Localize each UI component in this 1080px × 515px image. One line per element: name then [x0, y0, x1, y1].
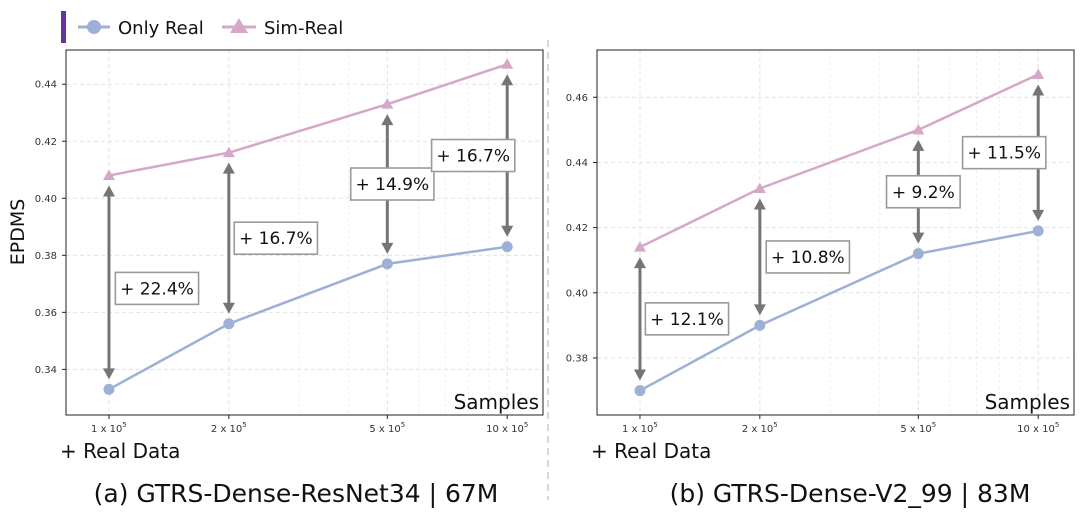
panel-a-sim-real-point-0 — [102, 169, 115, 180]
panel-b-only-real-point-2 — [912, 248, 924, 260]
panel-b-xtick-label-0: 1 x 105 — [622, 421, 658, 435]
panel-b-only-real-points — [634, 225, 1044, 397]
panel-a-only-real-point-0 — [103, 383, 115, 395]
panel-a-gap-arrow-1 — [222, 162, 235, 314]
svg-text:+ 14.9%: + 14.9% — [355, 175, 429, 195]
panel-a-annotations: + 22.4% + 16.7% + 14.9% + 16.7% — [114, 138, 516, 306]
svg-text:+ 9.2%: + 9.2% — [892, 183, 955, 203]
panel-a-sim-real-points — [102, 58, 514, 180]
panel-b-sim-real-point-1 — [753, 182, 766, 194]
panel-b-arrows — [633, 84, 1045, 381]
svg-text:+ 16.7%: + 16.7% — [436, 147, 510, 167]
panel-b-xtick-label-1: 2 x 105 — [742, 421, 778, 435]
panel-b-gain-label-1: + 10.8% — [765, 240, 851, 274]
svg-text:+ 10.8%: + 10.8% — [771, 248, 845, 268]
panel-a-xtick-label-2: 5 x 105 — [369, 421, 405, 435]
panel-b-sim-real-line — [639, 73, 1039, 249]
panel-b-real-data-label: + Real Data — [591, 439, 711, 463]
panel-b-x-axis-title: Samples — [985, 390, 1070, 414]
svg-text:+ 11.5%: + 11.5% — [967, 144, 1041, 164]
panel-b-xtick-label-3: 10 x 105 — [1017, 421, 1059, 435]
panel-a-ytick-label-1: 0.36 — [35, 308, 57, 319]
legend-sim-real-marker — [230, 18, 248, 33]
panel-a-gain-label-1: + 16.7% — [233, 221, 319, 256]
svg-text:+ 12.1%: + 12.1% — [650, 310, 724, 330]
panel-b-ytick-label-3: 0.44 — [566, 158, 588, 169]
legend-sim-real-label: Sim-Real — [264, 18, 343, 39]
panel-a-ylabel: EPDMS — [7, 199, 29, 266]
panel-b-caption: (b) GTRS-Dense-V2_99 | 83M — [670, 479, 1031, 508]
panel-a-ytick-label-5: 0.44 — [35, 80, 57, 91]
panel-a-sim-real-point-3 — [501, 58, 514, 69]
panel-b-only-real-point-3 — [1032, 225, 1044, 237]
panel-b-sim-real-points — [633, 68, 1045, 252]
panel-b-frame — [596, 49, 1075, 416]
legend: Only Real Sim-Real — [61, 11, 343, 43]
panel-a-only-real-point-1 — [223, 318, 235, 330]
panel-b-xtick-label-2: 5 x 105 — [900, 421, 936, 435]
panel-b-ytick-label-1: 0.40 — [566, 288, 588, 299]
panel-b-only-real-line — [639, 229, 1039, 392]
svg-text:+ 16.7%: + 16.7% — [239, 229, 313, 249]
panel-a-gain-label-3: + 16.7% — [430, 138, 516, 173]
panel-b-ytick-label-0: 0.38 — [566, 353, 588, 364]
panel-a-caption: (a) GTRS-Dense-ResNet34 | 67M — [94, 479, 499, 508]
panel-a-gap-arrow-0 — [102, 185, 115, 380]
panel-a-ytick-label-4: 0.42 — [35, 137, 57, 148]
panel-a-real-data-label: + Real Data — [60, 439, 180, 463]
panel-b-annotations: + 12.1% + 10.8% + 9.2% + 11.5% — [644, 135, 1047, 336]
panel-a-sim-real-point-1 — [222, 146, 235, 158]
panel-b-ytick-label-2: 0.42 — [566, 223, 588, 234]
panel-b-gap-arrow-1 — [753, 198, 766, 316]
legend-accent-bar — [61, 11, 66, 43]
panel-b-gain-label-0: + 12.1% — [644, 302, 730, 336]
panel-a-only-real-point-2 — [381, 258, 393, 270]
panel-a-ytick-label-3: 0.40 — [35, 194, 57, 205]
panel-b-gain-label-3: + 11.5% — [961, 135, 1047, 170]
panel-b-yticks: 0.38 0.40 0.42 0.44 0.46 — [566, 93, 597, 364]
legend-only-real-label: Only Real — [118, 18, 204, 39]
panel-a-sim-real-point-2 — [381, 98, 394, 109]
panel-b-only-real-point-0 — [634, 385, 646, 397]
panel-a-only-real-line — [108, 245, 508, 391]
legend-only-real-marker — [87, 20, 101, 34]
panel-a-gain-label-0: + 22.4% — [114, 271, 200, 306]
panel-a-x-axis-title: Samples — [454, 390, 539, 414]
panel-b-sim-real-point-0 — [633, 241, 646, 252]
panel-b-xticks: 1 x 105 2 x 105 5 x 105 10 x 105 — [622, 415, 1059, 435]
panel-b-gap-arrow-0 — [633, 257, 646, 381]
panel-a-grid — [66, 50, 543, 415]
panel-b: 0.38 0.40 0.42 0.44 0.46 1 x 105 2 x 105 5 x 1… — [566, 49, 1075, 508]
panel-a-yticks: 0.34 0.36 0.38 0.40 0.42 0.44 — [35, 80, 66, 376]
panel-a-xtick-label-3: 10 x 105 — [486, 421, 528, 435]
panel-b-sim-real-point-3 — [1032, 68, 1045, 79]
panel-a-xticks: 1 x 105 2 x 105 5 x 105 10 x 105 — [91, 415, 528, 435]
svg-text:+ 22.4%: + 22.4% — [120, 279, 194, 299]
panel-a-xtick-label-1: 2 x 105 — [211, 421, 247, 435]
panel-a-ytick-label-2: 0.38 — [35, 251, 57, 262]
panel-a-only-real-points — [103, 241, 513, 395]
panel-b-only-real-point-1 — [754, 319, 766, 331]
panel-b-gain-label-2: + 9.2% — [885, 174, 961, 209]
panel-a-sim-real-line — [108, 63, 508, 177]
panel-a-xtick-label-0: 1 x 105 — [91, 421, 127, 435]
panel-a-only-real-point-3 — [501, 241, 513, 253]
panel-a-gain-label-2: + 14.9% — [349, 167, 435, 201]
panel-a: 0.34 0.36 0.38 0.40 0.42 0.44 1 x 105 2 x 105 5… — [7, 49, 544, 508]
panel-a-ytick-label-0: 0.34 — [35, 365, 57, 376]
panel-a-frame — [65, 49, 544, 416]
panel-b-ytick-label-4: 0.46 — [566, 93, 588, 104]
panel-b-sim-real-point-2 — [912, 123, 925, 135]
